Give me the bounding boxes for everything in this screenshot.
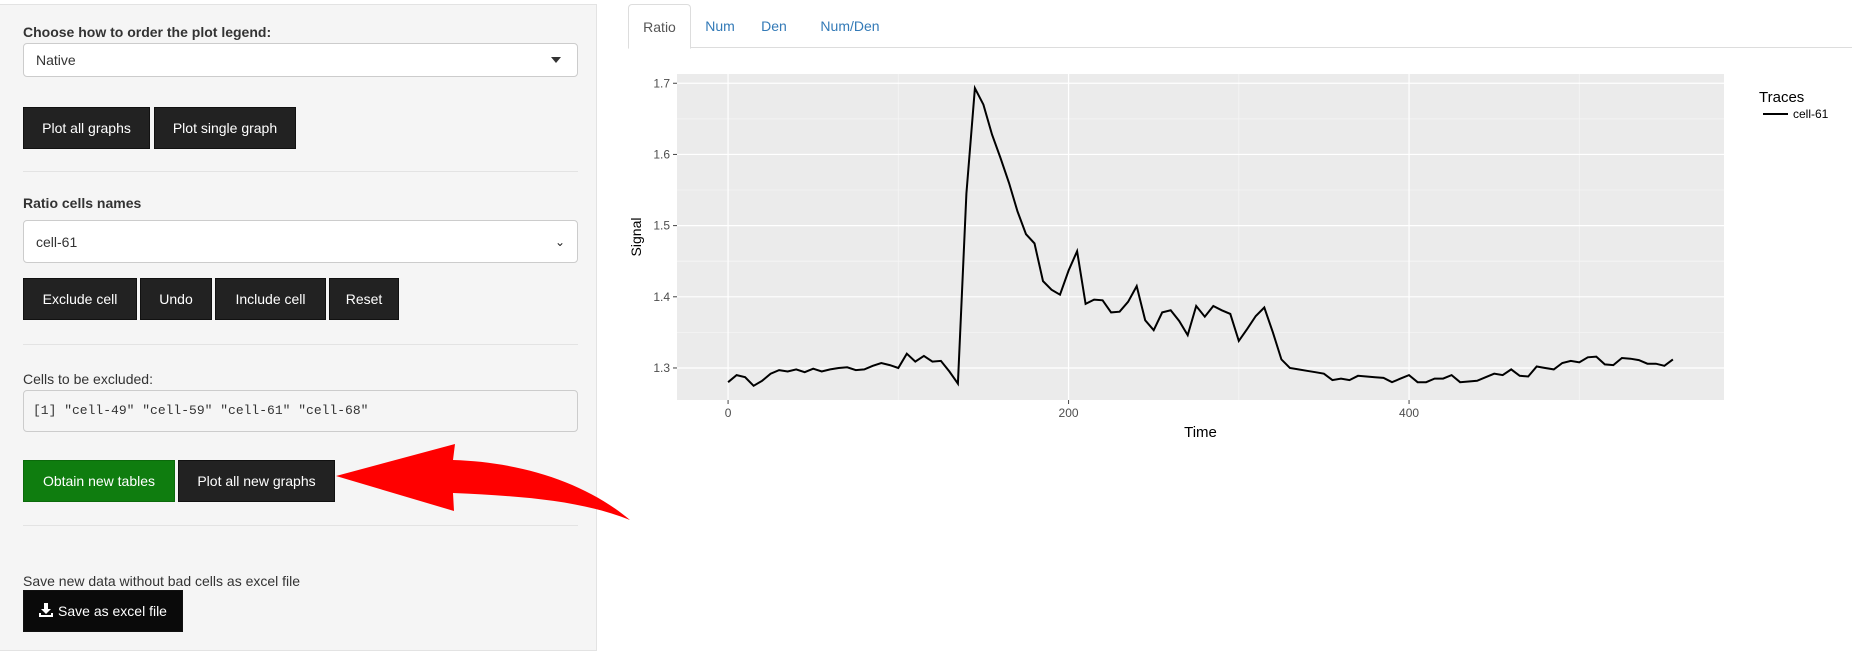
save-excel-button[interactable]: Save as excel file xyxy=(23,590,183,632)
ratio-line-chart[interactable]: 0 200 400 1.3 1.4 1.5 1.6 1.7 Time Signal Trac… xyxy=(628,60,1853,460)
download-icon xyxy=(39,602,54,620)
legend-title: Traces xyxy=(1759,89,1804,106)
y-tick-label: 1.4 xyxy=(653,290,670,304)
legend-order-select[interactable]: Native xyxy=(23,43,578,77)
tab-num-den[interactable]: Num/Den xyxy=(820,18,880,34)
y-tick-label: 1.5 xyxy=(653,219,670,233)
legend-order-value: Native xyxy=(36,52,76,68)
grid-minor xyxy=(677,74,1724,400)
plot-all-new-graphs-button[interactable]: Plot all new graphs xyxy=(178,460,335,502)
y-tick-label: 1.6 xyxy=(653,147,670,161)
include-cell-button[interactable]: Include cell xyxy=(215,278,326,320)
ratio-cells-value: cell-61 xyxy=(36,233,78,250)
sidebar-panel: Choose how to order the plot legend: Nat… xyxy=(0,4,597,651)
legend-order-label: Choose how to order the plot legend: xyxy=(23,24,272,40)
divider xyxy=(23,525,578,526)
tab-num[interactable]: Num xyxy=(705,18,735,34)
excluded-cells-label: Cells to be excluded: xyxy=(23,371,153,387)
x-tick-label: 200 xyxy=(1059,406,1079,420)
x-tick-label: 400 xyxy=(1399,406,1419,420)
save-data-text: Save new data without bad cells as excel… xyxy=(23,573,301,589)
divider xyxy=(23,344,578,345)
caret-down-icon xyxy=(551,57,561,63)
tab-den[interactable]: Den xyxy=(761,18,787,34)
x-axis-label: Time xyxy=(1184,424,1217,441)
ratio-cells-select[interactable]: cell-61 ⌄ xyxy=(23,220,578,263)
tab-ratio[interactable]: Ratio xyxy=(628,4,691,49)
x-tick-label: 0 xyxy=(725,406,732,420)
y-axis-label: Signal xyxy=(628,218,644,257)
chevron-down-icon: ⌄ xyxy=(554,234,565,249)
y-tick-label: 1.3 xyxy=(653,361,670,375)
x-axis-ticks: 0 200 400 xyxy=(725,400,1419,420)
excluded-cells-output: [1] "cell-49" "cell-59" "cell-61" "cell-… xyxy=(23,390,578,432)
red-arrow-annotation xyxy=(336,444,630,520)
ratio-cells-label: Ratio cells names xyxy=(23,195,142,211)
y-tick-label: 1.7 xyxy=(653,76,670,90)
divider xyxy=(23,171,578,172)
tab-bar: Ratio Num Den Num/Den xyxy=(628,4,1852,49)
y-axis-ticks: 1.3 1.4 1.5 1.6 1.7 xyxy=(653,76,677,375)
plot-single-graph-button[interactable]: Plot single graph xyxy=(154,107,296,149)
plot-panel xyxy=(677,74,1724,400)
obtain-new-tables-button[interactable]: Obtain new tables xyxy=(23,460,175,502)
series-line-cell-61[interactable] xyxy=(727,84,1674,388)
save-excel-label: Save as excel file xyxy=(58,603,167,619)
undo-button[interactable]: Undo xyxy=(140,278,212,320)
reset-button[interactable]: Reset xyxy=(329,278,399,320)
exclude-cell-button[interactable]: Exclude cell xyxy=(23,278,137,320)
legend-item-cell-61[interactable]: cell-61 xyxy=(1793,107,1829,121)
plot-all-graphs-button[interactable]: Plot all graphs xyxy=(23,107,150,149)
